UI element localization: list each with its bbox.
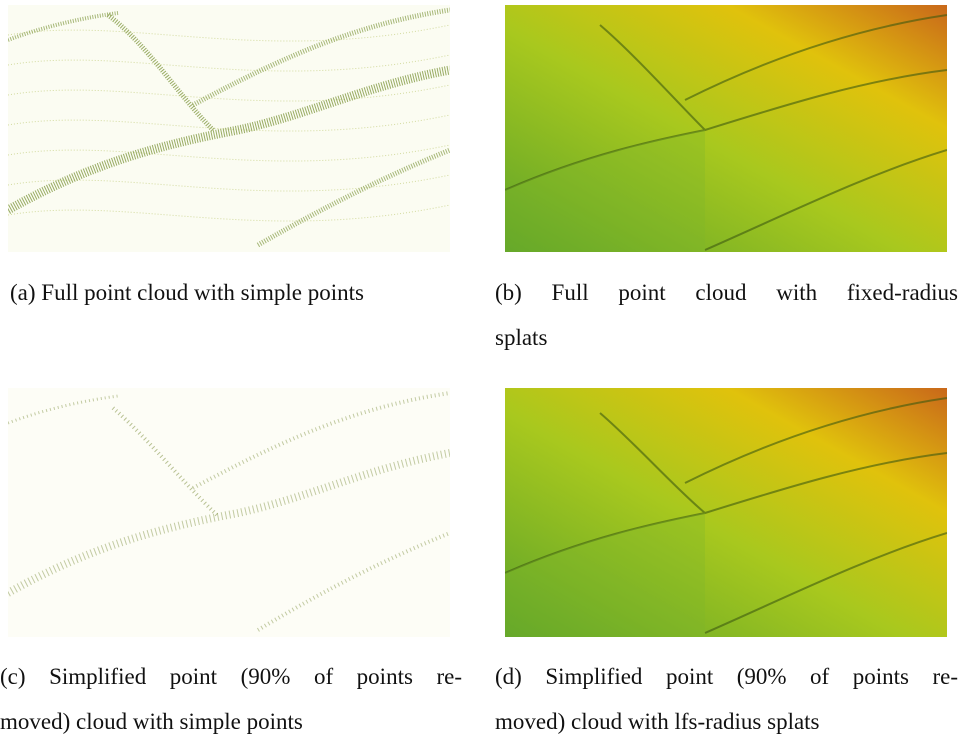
caption-line: (c) Simplified point (90% of points re- (0, 654, 462, 699)
caption-line: moved) cloud with lfs-radius splats (495, 699, 958, 744)
caption-line: (d) Simplified point (90% of points re- (495, 654, 958, 699)
point-cloud-image (8, 5, 450, 252)
splat-image (505, 5, 947, 252)
point-cloud-image (8, 388, 450, 637)
caption: (a) Full point cloud with simple points (10, 270, 450, 315)
page: {"figure": {"panels": [ {"caption_lines"… (0, 0, 962, 735)
splat-image (505, 388, 947, 637)
caption: (c) Simplified point (90% of points re-m… (0, 654, 462, 744)
caption-line: (b) Full point cloud with fixed-radius (495, 270, 958, 315)
caption: (d) Simplified point (90% of points re-m… (495, 654, 958, 744)
caption-line: (a) Full point cloud with simple points (10, 270, 450, 315)
caption-line: splats (495, 315, 958, 360)
caption-line: moved) cloud with simple points (0, 699, 462, 744)
